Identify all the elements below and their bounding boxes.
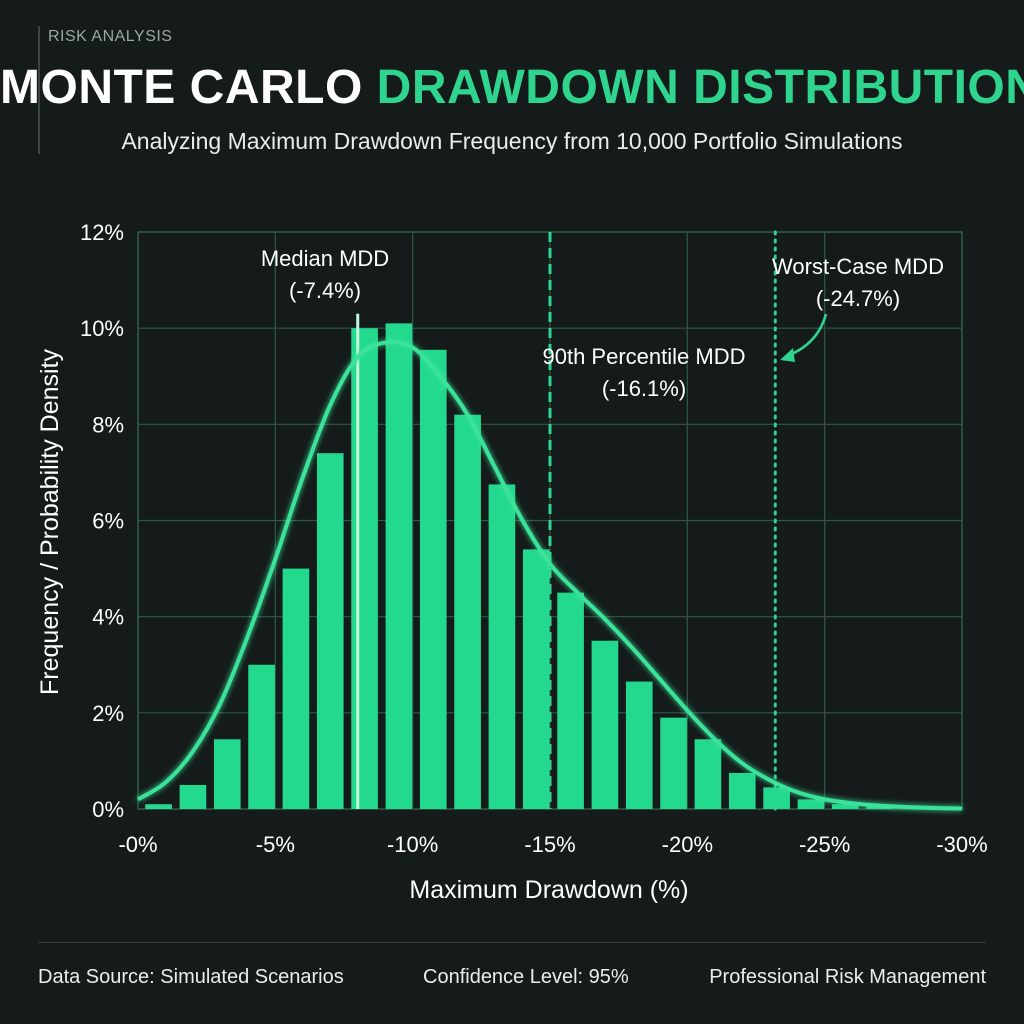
- x-tick-label: -0%: [118, 832, 157, 857]
- marker-value-label: (-16.1%): [602, 376, 686, 401]
- histogram-bar: [213, 739, 241, 809]
- y-tick-label: 6%: [92, 509, 124, 534]
- marker-lines: [356, 230, 777, 811]
- header-accent-rule: [38, 26, 40, 154]
- y-tick-label: 2%: [92, 701, 124, 726]
- marker-label: Median MDD: [261, 246, 389, 271]
- x-tick-label: -25%: [799, 832, 850, 857]
- histogram-bar: [660, 717, 687, 809]
- title-part-2: DRAWDOWN DISTRIBUTION: [376, 61, 1024, 114]
- footer-tagline: Professional Risk Management: [709, 966, 986, 988]
- y-axis-title: Frequency / Probability Density: [36, 349, 64, 695]
- histogram-bar: [454, 414, 481, 809]
- footer-data-source: Data Source: Simulated Scenarios: [38, 966, 344, 988]
- density-curve-layer: [136, 339, 963, 811]
- title-part-1: MONTE CARLO: [0, 61, 363, 114]
- histogram-bar: [488, 484, 516, 809]
- histogram-bar: [351, 328, 378, 809]
- chart-labels: -0% -5% -10% -15% -20% -25% -30% 0% 2% 4% 6% 8% 10% 1…: [80, 220, 988, 857]
- histogram-bar: [316, 453, 344, 809]
- histogram-bar: [557, 592, 584, 809]
- eyebrow-label: RISK ANALYSIS: [48, 28, 173, 45]
- x-tick-label: -30%: [936, 832, 987, 857]
- y-tick-label: 8%: [92, 412, 124, 437]
- histogram-bar: [385, 323, 413, 809]
- histogram-bar: [591, 640, 619, 809]
- histogram-bar: [797, 799, 825, 809]
- y-tick-label: 0%: [92, 797, 124, 822]
- histogram-bar: [866, 806, 893, 809]
- histogram-bar: [282, 568, 310, 809]
- marker-value-label: (-7.4%): [289, 278, 361, 303]
- x-axis-title: Maximum Drawdown (%): [409, 876, 688, 904]
- histogram-bar: [831, 804, 859, 809]
- marker-value-label: (-24.7%): [816, 286, 900, 311]
- x-tick-label: -15%: [524, 832, 575, 857]
- x-tick-label: -20%: [662, 832, 713, 857]
- x-tick-label: -10%: [387, 832, 438, 857]
- histogram-bar: [248, 664, 275, 809]
- page-title: MONTE CARLO DRAWDOWN DISTRIBUTION: [0, 60, 1024, 115]
- histogram-bar: [179, 784, 207, 809]
- worst-case-arrowhead: [780, 348, 795, 362]
- histogram-bar: [763, 787, 790, 809]
- footer-confidence: Confidence Level: 95%: [423, 966, 629, 988]
- y-tick-label: 10%: [80, 316, 124, 341]
- y-tick-label: 4%: [92, 605, 124, 630]
- histogram-bar: [145, 804, 172, 809]
- density-curve: [136, 339, 963, 811]
- y-tick-label: 12%: [80, 220, 124, 245]
- marker-label: Worst-Case MDD: [772, 254, 944, 279]
- histogram-bar: [419, 349, 447, 809]
- marker-label: 90th Percentile MDD: [543, 344, 746, 369]
- x-tick-label: -5%: [256, 832, 295, 857]
- footer-divider: [38, 942, 986, 943]
- histogram-bar: [694, 739, 722, 809]
- histogram-bar: [728, 772, 756, 809]
- histogram-bar: [625, 681, 653, 809]
- page-subtitle: Analyzing Maximum Drawdown Frequency fro…: [121, 128, 903, 154]
- histogram-bars: [145, 323, 893, 809]
- histogram-bar: [522, 549, 550, 809]
